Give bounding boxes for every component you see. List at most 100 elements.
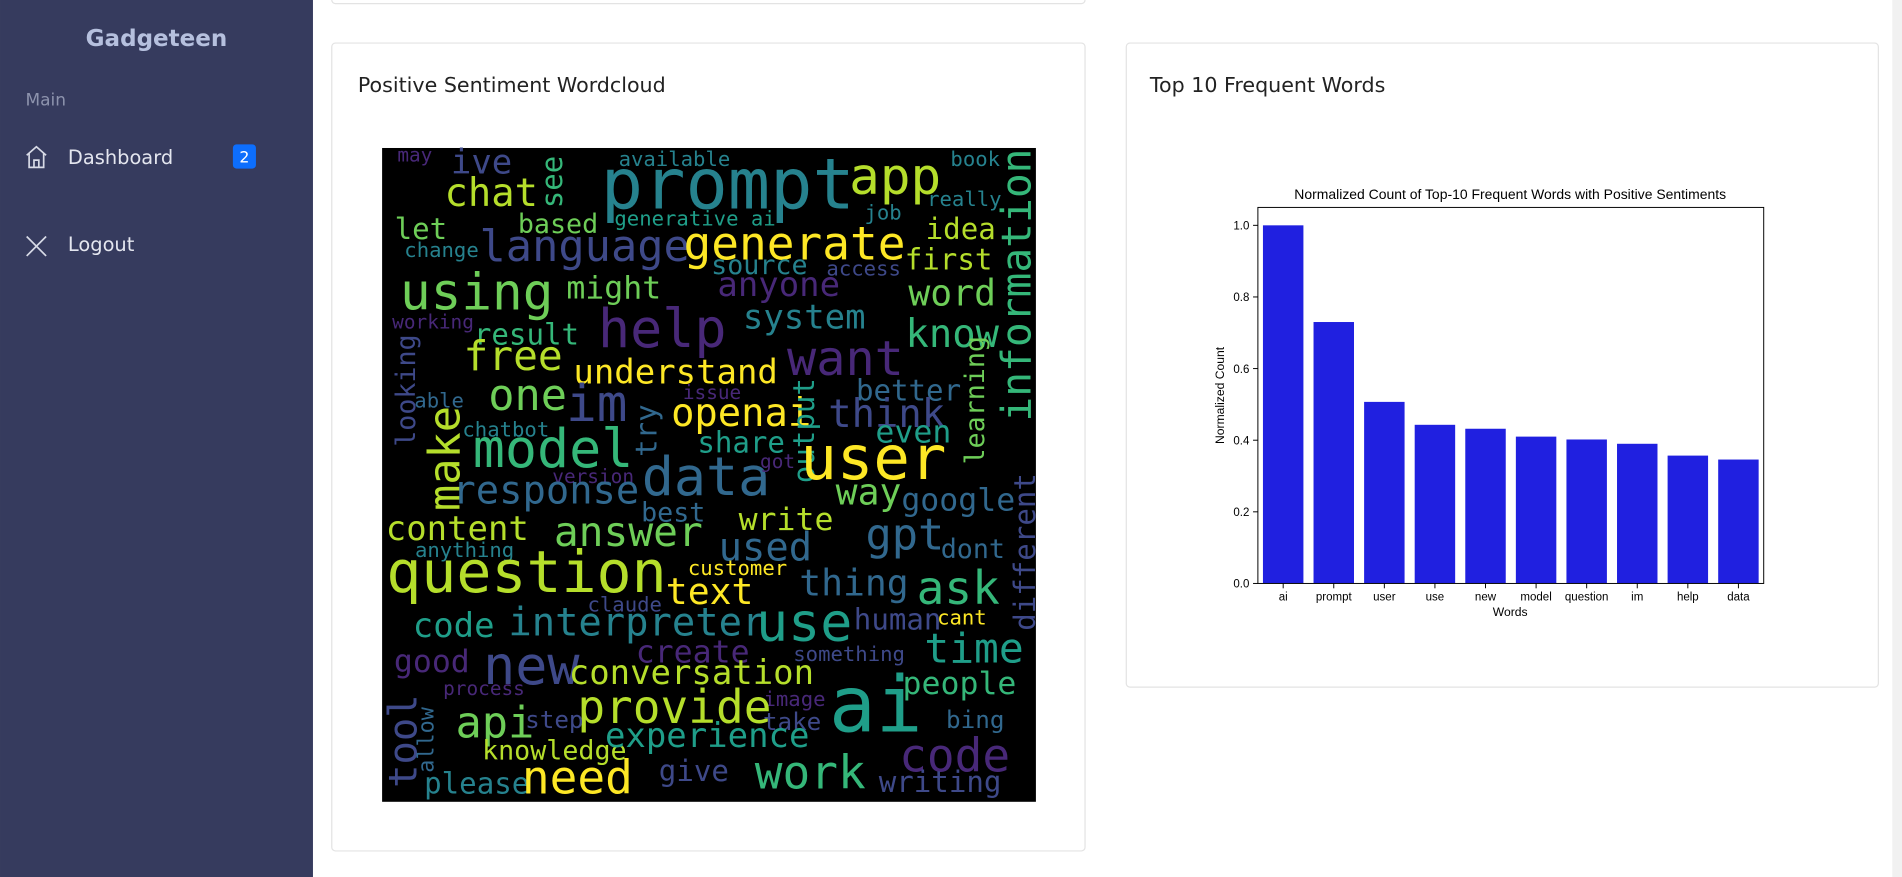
word: information — [993, 149, 1041, 422]
sidebar — [0, 0, 313, 877]
word: conversation — [569, 653, 814, 693]
word: give — [659, 754, 729, 788]
word: anyone — [717, 265, 840, 305]
word: gpt — [865, 509, 944, 560]
nav-label[interactable]: Logout — [68, 233, 135, 256]
y-tick-label: 0.0 — [1233, 579, 1249, 591]
word: text — [666, 570, 754, 613]
word: version — [552, 465, 634, 488]
word: let — [395, 212, 448, 246]
word: might — [566, 270, 661, 306]
x-tick-label: user — [1373, 591, 1396, 603]
bar — [1465, 428, 1506, 584]
word: knowledge — [482, 735, 627, 766]
word: model — [473, 417, 634, 480]
word: human — [854, 603, 942, 637]
word: free — [463, 332, 562, 380]
bar — [1617, 443, 1658, 584]
word: book — [950, 147, 1000, 171]
x-axis-label: Words — [1493, 605, 1528, 619]
nav-label[interactable]: Dashboard — [68, 146, 173, 169]
word: really — [927, 187, 1001, 211]
word: tool — [381, 694, 426, 787]
word: used — [719, 525, 812, 570]
word: api — [455, 698, 534, 749]
word: working — [392, 311, 474, 334]
word: time — [924, 624, 1023, 672]
bar — [1515, 436, 1557, 584]
word: change — [404, 238, 478, 262]
y-tick-label: 0.4 — [1233, 435, 1250, 447]
word: write — [739, 502, 834, 538]
word: ive — [451, 142, 512, 182]
word: writing — [879, 765, 1002, 799]
badge-text: 2 — [239, 148, 249, 167]
word: app — [849, 148, 941, 207]
word: provide — [577, 680, 771, 734]
word: first — [905, 242, 993, 276]
word: learning — [960, 336, 991, 464]
x-tick-label: prompt — [1316, 591, 1353, 603]
word: please — [424, 766, 529, 800]
word: able — [414, 389, 464, 413]
word: using — [400, 263, 553, 322]
word: claude — [587, 592, 661, 616]
word: understand — [573, 352, 777, 392]
brand: Gadgeteen — [86, 26, 228, 52]
word: better — [856, 373, 961, 407]
word: allow — [414, 706, 439, 773]
word: try — [630, 404, 664, 457]
word: ai — [829, 660, 922, 750]
word: cant — [937, 606, 987, 630]
word: customer — [688, 556, 787, 580]
word: response — [452, 468, 639, 513]
word: question — [386, 538, 666, 606]
wordcloud-bg — [382, 147, 1036, 802]
home-icon — [26, 145, 47, 169]
word: generate — [684, 217, 906, 271]
bar — [1262, 225, 1304, 584]
nav-dashboard[interactable]: Dashboard 2 — [26, 144, 256, 169]
word: issue — [683, 381, 741, 404]
x-tick-label: data — [1727, 591, 1750, 603]
word: source — [711, 250, 807, 281]
word: different — [1008, 473, 1042, 631]
word: need — [522, 750, 633, 804]
bar — [1364, 401, 1405, 584]
badge — [232, 144, 256, 169]
y-tick-label: 1.0 — [1233, 221, 1249, 233]
word: work — [755, 745, 866, 799]
word: want — [787, 331, 904, 387]
plot-frame — [1257, 206, 1765, 584]
word: know — [905, 312, 999, 357]
word: see — [535, 156, 569, 209]
nav-logout[interactable]: Logout — [26, 233, 135, 257]
x-tick-label: new — [1475, 591, 1497, 603]
word: step — [525, 705, 583, 734]
word: based — [518, 209, 598, 240]
word: job — [864, 201, 901, 225]
chart-title: Normalized Count of Top-10 Frequent Word… — [1294, 186, 1726, 202]
card-title: Positive Sentiment Wordcloud — [358, 73, 666, 97]
word: even — [875, 415, 951, 451]
word: available — [619, 147, 731, 171]
x-tick-label: help — [1677, 591, 1699, 603]
word: access — [826, 256, 900, 280]
bar-chart: Normalized Count of Top-10 Frequent Word… — [1213, 186, 1765, 619]
bar — [1313, 322, 1354, 584]
word: make — [420, 406, 471, 511]
y-axis-label: Normalized Count — [1213, 346, 1227, 444]
word: openai — [671, 391, 811, 436]
word: share — [697, 425, 785, 459]
word: content — [386, 509, 529, 549]
word: process — [443, 677, 525, 700]
word: think — [828, 392, 945, 437]
word: thing — [799, 562, 909, 605]
word: help — [598, 297, 727, 360]
word: code — [899, 728, 1010, 782]
card-title: Top 10 Frequent Words — [1149, 73, 1385, 97]
bar — [1414, 424, 1456, 584]
word: language — [480, 221, 690, 272]
word: ask — [917, 561, 1000, 615]
